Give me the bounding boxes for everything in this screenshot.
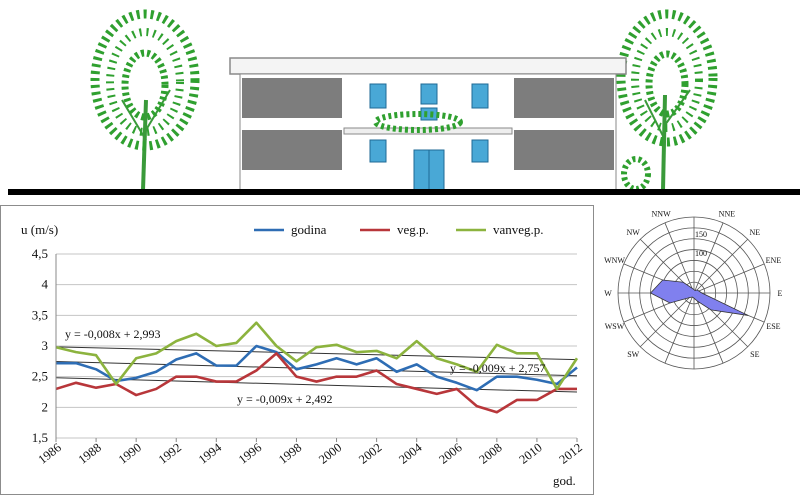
wind-rose-direction-label: WNW bbox=[604, 256, 625, 265]
wind-rose-spoke bbox=[693, 292, 724, 364]
y-tick-label: 3 bbox=[42, 338, 49, 353]
trendline-label-2: y = -0,009x + 2,492 bbox=[237, 392, 333, 406]
wind-rose-direction-label: NW bbox=[627, 228, 641, 237]
legend-label-veg: veg.p. bbox=[397, 222, 429, 237]
x-tick-label: 1988 bbox=[76, 440, 104, 466]
wind-rose-ring-label-150: 150 bbox=[695, 230, 707, 239]
x-tick-label: 2008 bbox=[476, 440, 504, 466]
wind-rose-direction-label: N bbox=[691, 210, 697, 212]
wind-rose-direction-label: SSW bbox=[653, 368, 670, 370]
wind-rose-spoke bbox=[664, 222, 695, 294]
trendline-3 bbox=[55, 360, 578, 377]
chart-panel: 1,5 2 2,5 3 3,5 4 4,5 1986 1988 1990 1992 1994 1996 1… bbox=[0, 205, 594, 495]
wind-rose-direction-label: ENE bbox=[766, 256, 782, 265]
x-tick-label: 1990 bbox=[116, 440, 144, 466]
y-tick-label: 4 bbox=[42, 277, 49, 292]
wind-rose-direction-label: SW bbox=[627, 350, 639, 359]
series-line-vegp bbox=[55, 352, 577, 414]
series-line-godina bbox=[56, 344, 578, 392]
wind-rose-spoke bbox=[693, 222, 724, 294]
y-tick-label: 2 bbox=[42, 399, 49, 414]
legend-label-vanveg: vanveg.p. bbox=[493, 222, 544, 237]
wind-rose-spoke bbox=[693, 238, 749, 294]
trendline-1 bbox=[55, 346, 578, 361]
wind-rose-ring-label-100: 100 bbox=[695, 249, 707, 258]
x-tick-label: 2000 bbox=[316, 440, 344, 466]
x-tick-label: 2010 bbox=[516, 440, 544, 466]
x-tick-label: 2006 bbox=[436, 440, 464, 466]
x-axis-label: god. bbox=[553, 473, 576, 488]
right-tree bbox=[616, 9, 718, 191]
building-illustration bbox=[8, 9, 800, 195]
wind-rose-direction-label: ESE bbox=[766, 322, 780, 331]
x-tick-label: 2012 bbox=[557, 440, 585, 466]
x-tick-label: 1996 bbox=[236, 440, 264, 466]
y-tick-label: 1,5 bbox=[32, 430, 48, 445]
wind-rose-direction-label: NNW bbox=[652, 210, 672, 219]
x-tick-label: 2002 bbox=[356, 440, 384, 466]
x-tick-label: 1994 bbox=[196, 440, 225, 467]
wind-rose-direction-label: NE bbox=[749, 228, 760, 237]
building bbox=[229, 57, 627, 191]
y-tick-label: 3,5 bbox=[32, 307, 48, 322]
series-line-vanvegp bbox=[55, 321, 579, 391]
y-tick-label: 2,5 bbox=[32, 369, 48, 384]
legend: godina veg.p. vanveg.p. bbox=[254, 222, 544, 237]
wind-rose-spoke bbox=[639, 292, 695, 348]
left-tree bbox=[90, 9, 200, 191]
trendline-label-3: y = -0,009x + 2,757 bbox=[450, 361, 546, 375]
wind-rose-direction-label: WSW bbox=[605, 322, 625, 331]
wind-rose-direction-label: NNE bbox=[719, 210, 736, 219]
wind-rose-spoke bbox=[693, 263, 765, 294]
wind-rose-direction-label: SSE bbox=[720, 368, 734, 370]
wind-rose-area bbox=[649, 279, 749, 316]
wind-rose-direction-label: W bbox=[604, 289, 612, 298]
x-tick-label: 2004 bbox=[396, 440, 425, 467]
y-axis-label: u (m/s) bbox=[21, 222, 58, 237]
x-tick-label: 1992 bbox=[156, 440, 184, 466]
wind-rose-direction-label: SE bbox=[750, 350, 759, 359]
trendline-label-1: y = -0,008x + 2,993 bbox=[65, 327, 161, 341]
wind-rose-direction-label: E bbox=[778, 289, 783, 298]
wind-rose-chart: NNNENEENEEESESESSESSSWSWWSWWWNWNWNNW 150… bbox=[604, 210, 783, 370]
legend-label-godina: godina bbox=[291, 222, 327, 237]
trendline-2 bbox=[55, 377, 578, 393]
x-tick-label: 1998 bbox=[276, 440, 304, 466]
y-tick-label: 4,5 bbox=[32, 246, 48, 261]
wind-rose-spoke bbox=[664, 292, 695, 364]
